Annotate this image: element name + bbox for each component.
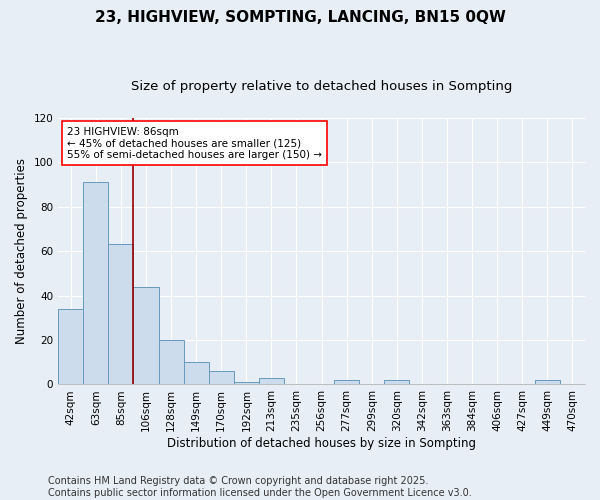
Bar (334, 380, 359, 384)
Bar (385, 380, 409, 384)
Bar (234, 382, 259, 384)
Bar (535, 380, 560, 384)
Bar (209, 371, 234, 384)
Text: Contains HM Land Registry data © Crown copyright and database right 2025.
Contai: Contains HM Land Registry data © Crown c… (48, 476, 472, 498)
Y-axis label: Number of detached properties: Number of detached properties (15, 158, 28, 344)
Bar (184, 362, 209, 384)
Bar (83, 182, 109, 384)
X-axis label: Distribution of detached houses by size in Sompting: Distribution of detached houses by size … (167, 437, 476, 450)
Title: Size of property relative to detached houses in Sompting: Size of property relative to detached ho… (131, 80, 512, 93)
Bar (158, 340, 184, 384)
Bar (259, 378, 284, 384)
Text: 23 HIGHVIEW: 86sqm
← 45% of detached houses are smaller (125)
55% of semi-detach: 23 HIGHVIEW: 86sqm ← 45% of detached hou… (67, 126, 322, 160)
Text: 23, HIGHVIEW, SOMPTING, LANCING, BN15 0QW: 23, HIGHVIEW, SOMPTING, LANCING, BN15 0Q… (95, 10, 505, 25)
Bar (58, 309, 83, 384)
Bar (133, 286, 158, 384)
Bar (109, 244, 133, 384)
